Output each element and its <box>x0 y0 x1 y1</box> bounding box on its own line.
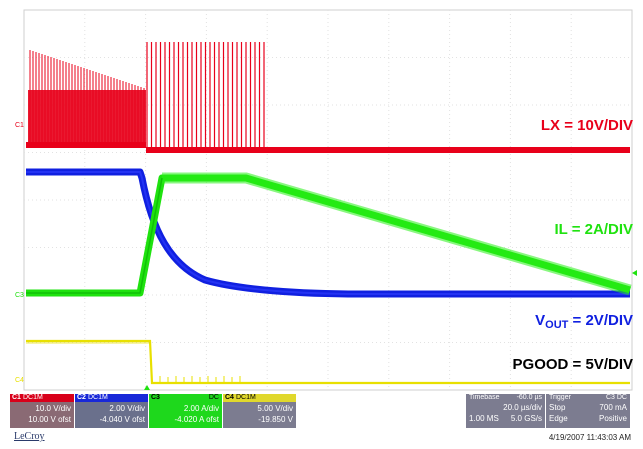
trigger-level: 700 mA <box>599 402 627 413</box>
channel-1-offset: 10.00 V ofst <box>10 414 71 425</box>
channel-2-panel[interactable]: C2 DC1M 2.00 V/div -4.040 V ofst <box>75 394 148 428</box>
timebase-title: Timebase <box>469 394 499 402</box>
channel-3-name: C3 <box>149 394 162 402</box>
timebase-samples: 1.00 MS <box>469 413 499 424</box>
channel-3-scale: 2.00 A/div <box>149 403 219 414</box>
capture-timestamp: 4/19/2007 11:43:03 AM <box>549 433 631 442</box>
timebase-per-div: 20.0 µs/div <box>503 402 542 413</box>
vout-label-rest: = 2V/DIV <box>568 312 633 329</box>
channel-4-panel[interactable]: C4 DC1M 5.00 V/div -19.850 V <box>223 394 296 428</box>
trigger-type: Edge <box>549 413 568 424</box>
trigger-title: Trigger <box>549 394 571 402</box>
c3-marker: C3 <box>15 292 24 299</box>
timebase-panel[interactable]: Timebase -60.0 µs 20.0 µs/div 1.00 MS 5.0 … <box>466 394 545 428</box>
vout-label-sub: OUT <box>545 319 568 331</box>
channel-3-offset: -4.020 A ofst <box>149 414 219 425</box>
timebase-rate: 5.0 GS/s <box>511 413 542 424</box>
pgood-scale-label: PGOOD = 5V/DIV <box>513 356 633 373</box>
channel-1-mode: DC1M <box>23 394 43 402</box>
channel-4-scale: 5.00 V/div <box>223 403 293 414</box>
il-scale-label: IL = 2A/DIV <box>554 221 633 238</box>
channel-1-scale: 10.0 V/div <box>10 403 71 414</box>
channel-1-name: C1 <box>10 394 23 402</box>
channel-3-panel[interactable]: C3 DC 2.00 A/div -4.020 A ofst <box>149 394 222 428</box>
channel-2-scale: 2.00 V/div <box>75 403 145 414</box>
timebase-delay: -60.0 µs <box>517 394 542 402</box>
vout-scale-label: VOUT = 2V/DIV <box>535 312 633 331</box>
channel-2-offset: -4.040 V ofst <box>75 414 145 425</box>
channel-4-name: C4 <box>223 394 236 402</box>
c4-marker: C4 <box>15 377 24 384</box>
trigger-slope: Positive <box>599 413 627 424</box>
trigger-mode: Stop <box>549 402 565 413</box>
vout-label-main: V <box>535 312 545 329</box>
trigger-level-marker <box>632 270 637 276</box>
channel-4-offset: -19.850 V <box>223 414 293 425</box>
channel-4-mode: DC1M <box>236 394 256 402</box>
channel-1-panel[interactable]: C1 DC1M 10.0 V/div 10.00 V ofst <box>10 394 74 428</box>
brand-logo: LeCroy <box>14 431 45 442</box>
channel-2-name: C2 <box>75 394 88 402</box>
c1-marker: C1 <box>15 122 24 129</box>
lx-scale-label: LX = 10V/DIV <box>541 117 633 134</box>
channel-3-mode: DC <box>209 394 222 402</box>
trigger-source: C3 DC <box>606 394 627 402</box>
channel-2-mode: DC1M <box>88 394 108 402</box>
trigger-panel[interactable]: Trigger C3 DC Stop 700 mA Edge Positive <box>546 394 630 428</box>
